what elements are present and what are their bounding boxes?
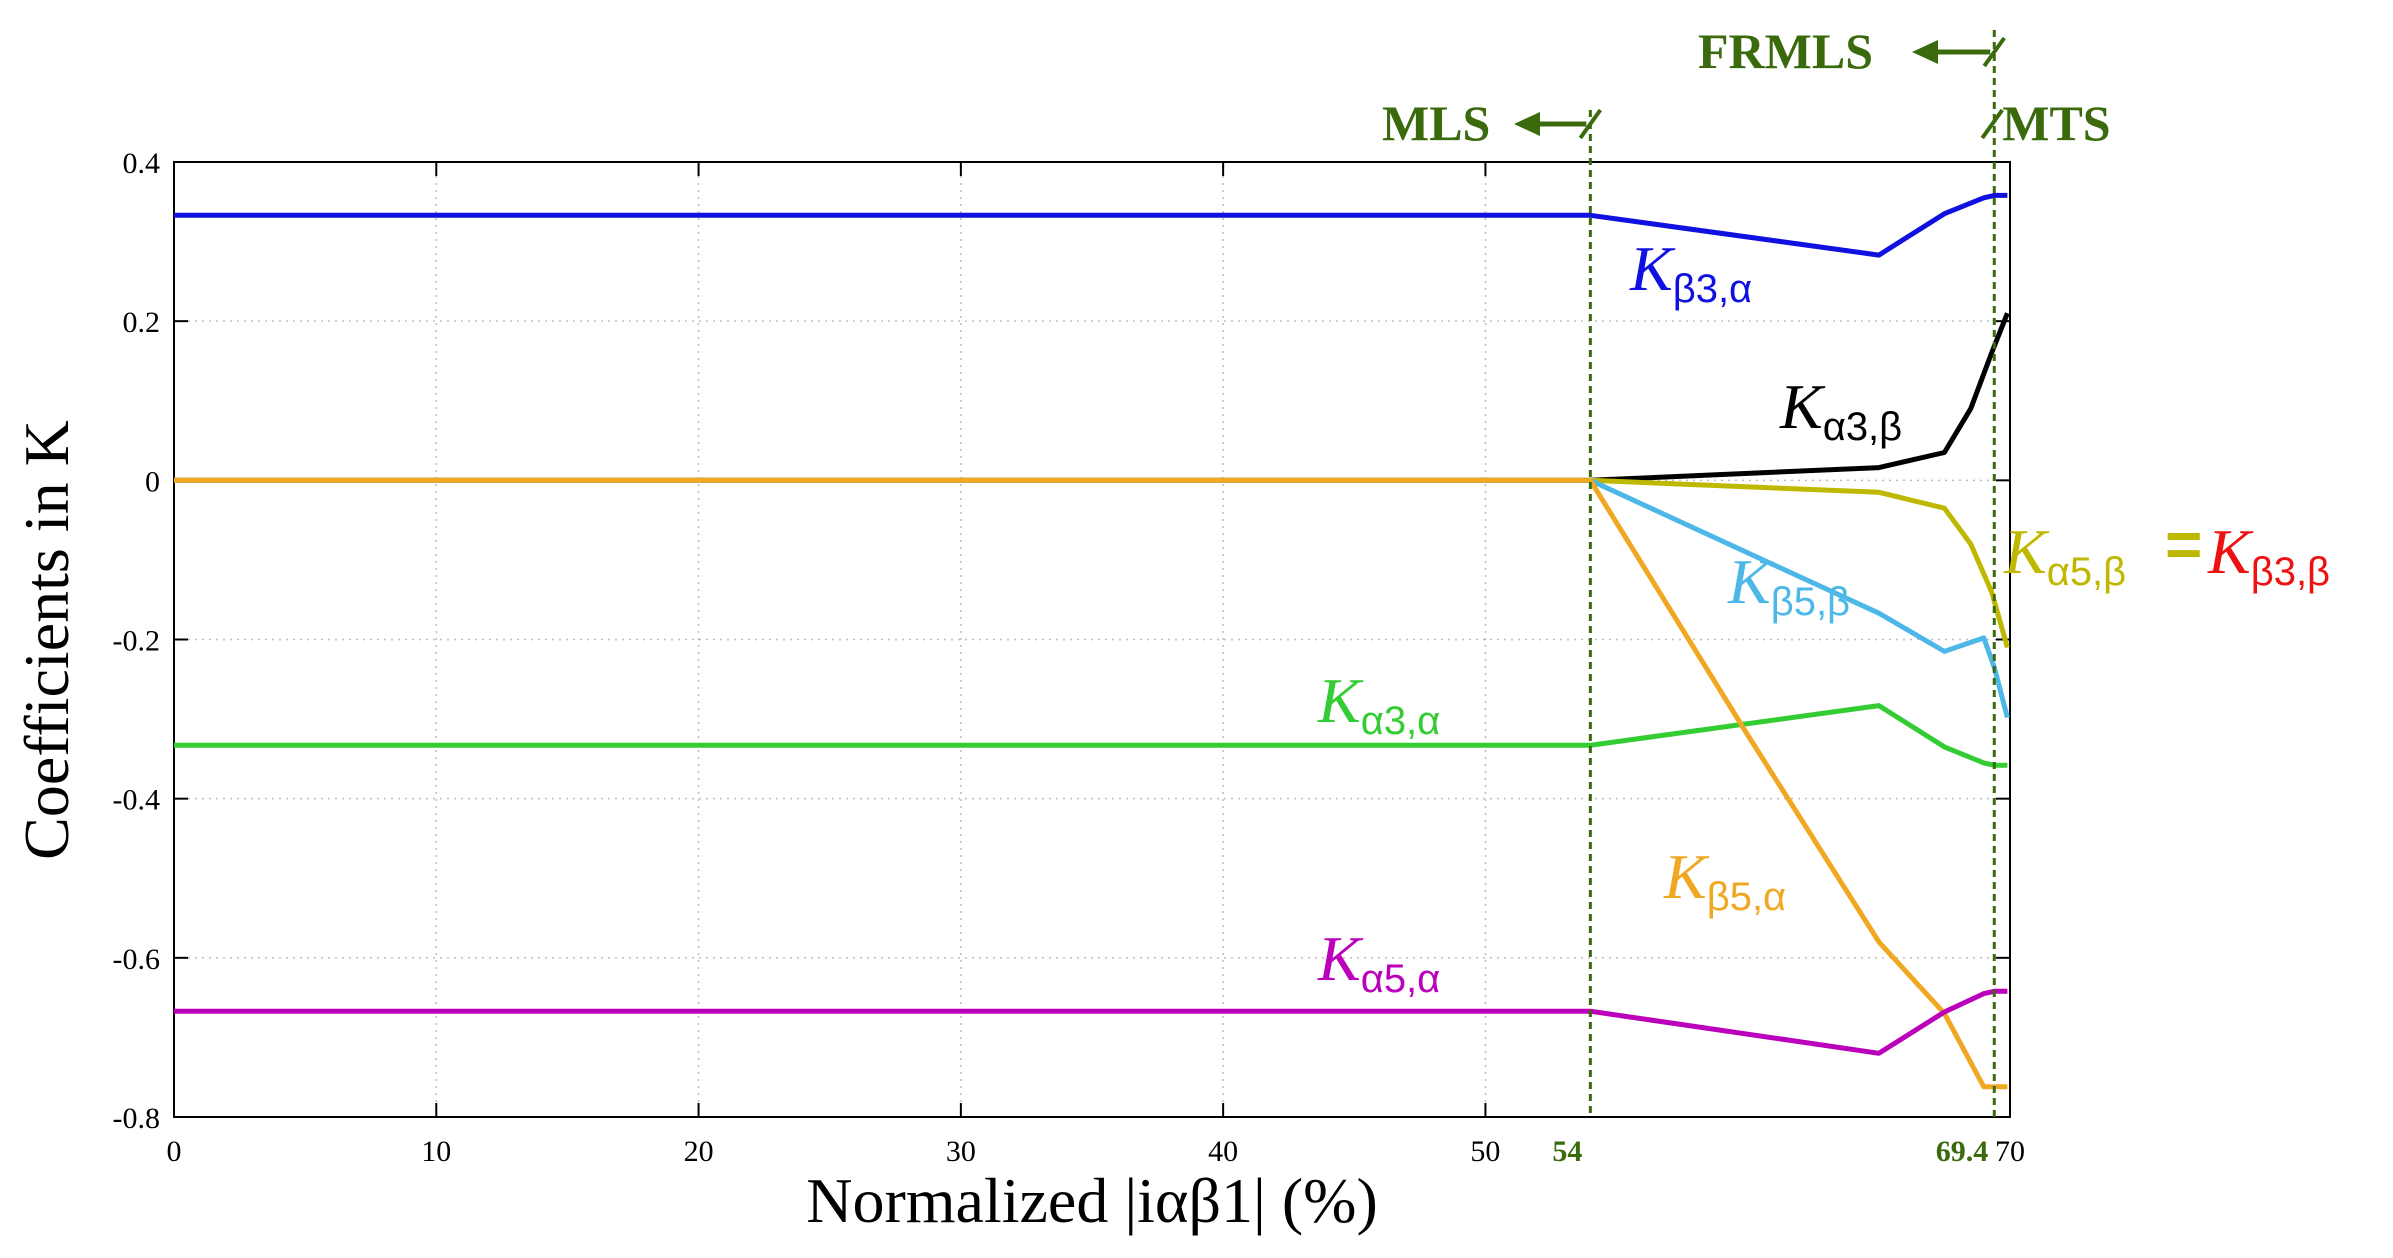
- label-ka3b: Kα3,β: [1779, 371, 1902, 449]
- series-line-6: [174, 988, 2008, 1056]
- frmls-arrow: [1912, 40, 1991, 64]
- y-tick-label: -0.8: [113, 1102, 161, 1135]
- region-label-mts: MTS: [2002, 95, 2110, 151]
- y-axis-title: Coefficients in K: [11, 420, 82, 860]
- label-ka5b: Kα5,β: [2003, 516, 2126, 594]
- label-ka5a-sub: α5,α: [1361, 957, 1441, 1001]
- y-tick-label: -0.4: [113, 784, 161, 817]
- marker-label-69-4: 69.4: [1936, 1135, 1989, 1168]
- marker-label-54: 54: [1552, 1135, 1582, 1168]
- region-label-mls: MLS: [1382, 95, 1490, 151]
- label-ka3b-sub: α3,β: [1823, 405, 1903, 449]
- series-line-0: [174, 192, 2008, 258]
- x-tick-label: 30: [946, 1135, 976, 1168]
- label-kb3b-sub: β3,β: [2251, 550, 2330, 594]
- label-kb5b-sub: β5,β: [1771, 580, 1850, 624]
- label-ka3a: Kα3,α: [1317, 665, 1440, 743]
- series-line-5: [174, 477, 2008, 1090]
- x-tick-label: 10: [421, 1135, 451, 1168]
- label-kb3a-sub: β3,α: [1673, 267, 1753, 311]
- series-labels: Kβ3,α Kα3,β Kα5,β = Kβ3,β Kβ5,β Kα3,α Kβ…: [1317, 233, 2330, 1001]
- label-ka3a-sub: α3,α: [1361, 699, 1441, 743]
- mls-arrow: [1514, 112, 1587, 136]
- label-kb3b: Kβ3,β: [2207, 516, 2330, 594]
- series-line-1: [174, 312, 2010, 483]
- region-markers: 54 69.4 MLS FRMLS MTS: [1382, 23, 2111, 1168]
- label-ka5b-sub: α5,β: [2047, 550, 2127, 594]
- mls-tick: [1578, 108, 1602, 140]
- axis-ticks: 0 10 20 30 40 50 70 0.4 0.2 0 -0.2 -0.4 -0.6 -0.8: [113, 147, 2026, 1168]
- label-equals: =: [2165, 508, 2202, 580]
- x-tick-label: 20: [684, 1135, 714, 1168]
- y-tick-label: 0.2: [123, 306, 161, 339]
- label-kb5a: Kβ5,α: [1663, 841, 1786, 919]
- series-lines: [174, 192, 2010, 1090]
- frmls-tick: [1982, 36, 2006, 68]
- label-ka5a: Kα5,α: [1317, 923, 1440, 1001]
- y-tick-label: 0: [145, 465, 160, 498]
- y-tick-label: -0.2: [113, 625, 161, 658]
- x-tick-label: 0: [167, 1135, 182, 1168]
- x-axis-title: Normalized |iαβ1| (%): [806, 1165, 1378, 1236]
- y-tick-label: 0.4: [123, 147, 161, 180]
- label-kb5a-sub: β5,α: [1707, 875, 1787, 919]
- y-tick-label: -0.6: [113, 943, 161, 976]
- x-tick-label: 70: [1995, 1135, 2025, 1168]
- x-tick-label: 50: [1470, 1135, 1500, 1168]
- mts-tick: [1980, 108, 2004, 140]
- region-label-frmls: FRMLS: [1698, 23, 1873, 79]
- x-tick-label: 40: [1208, 1135, 1238, 1168]
- label-kb5b: Kβ5,β: [1727, 546, 1850, 624]
- label-kb3a: Kβ3,α: [1629, 233, 1752, 311]
